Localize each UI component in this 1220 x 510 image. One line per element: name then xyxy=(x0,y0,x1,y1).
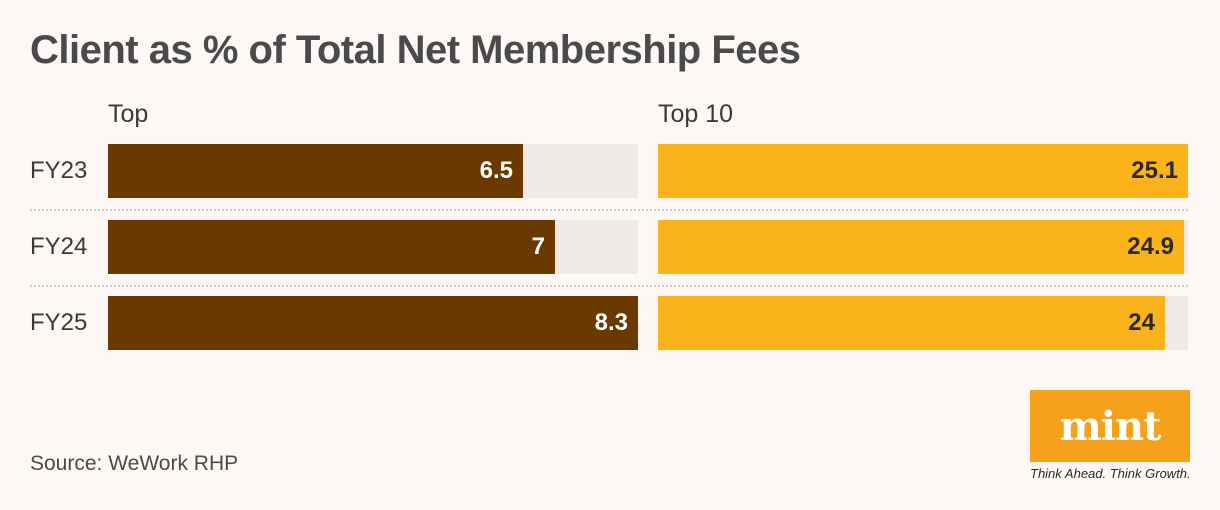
bar-track: 24 xyxy=(658,296,1188,350)
bar-track: 8.3 xyxy=(108,296,638,350)
bar-top-fy25: 8.3 xyxy=(108,296,638,350)
chart-title: Client as % of Total Net Membership Fees xyxy=(30,28,801,72)
source-note: Source: WeWork RHP xyxy=(30,452,239,475)
mint-logo: mint xyxy=(1030,390,1190,462)
bar-top10-fy25: 24 xyxy=(658,296,1165,350)
bar-top-fy24: 7 xyxy=(108,220,555,274)
row-divider xyxy=(30,285,1188,287)
panel-title-top: Top xyxy=(108,100,149,128)
bar-top10-fy23: 25.1 xyxy=(658,144,1188,198)
bar-value-label: 8.3 xyxy=(594,309,628,336)
row-label-fy24: FY24 xyxy=(30,233,88,260)
bar-top10-fy24: 24.9 xyxy=(658,220,1184,274)
bar-track: 25.1 xyxy=(658,144,1188,198)
bar-track: 7 xyxy=(108,220,638,274)
bar-value-label: 6.5 xyxy=(479,157,513,184)
bar-track: 24.9 xyxy=(658,220,1188,274)
bar-value-label: 24 xyxy=(1128,309,1155,336)
logo-tagline: Think Ahead. Think Growth. xyxy=(1030,466,1191,481)
row-label-fy23: FY23 xyxy=(30,157,88,184)
bar-value-label: 7 xyxy=(531,233,545,260)
bar-value-label: 24.9 xyxy=(1127,233,1174,260)
bar-value-label: 25.1 xyxy=(1131,157,1178,184)
bar-track: 6.5 xyxy=(108,144,638,198)
row-label-fy25: FY25 xyxy=(30,309,88,336)
logo-wordmark: mint xyxy=(1059,402,1161,450)
row-divider xyxy=(30,209,1188,211)
bar-top-fy23: 6.5 xyxy=(108,144,523,198)
panel-title-top10: Top 10 xyxy=(658,100,734,128)
